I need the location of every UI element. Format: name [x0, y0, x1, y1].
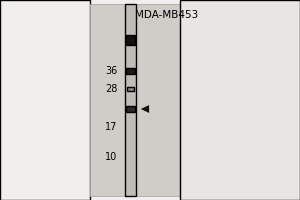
- FancyBboxPatch shape: [126, 68, 135, 74]
- FancyBboxPatch shape: [126, 35, 135, 45]
- FancyBboxPatch shape: [126, 106, 135, 112]
- FancyBboxPatch shape: [0, 0, 90, 200]
- Text: 36: 36: [105, 66, 117, 76]
- Text: MDA-MB453: MDA-MB453: [135, 10, 198, 20]
- Text: 10: 10: [105, 152, 117, 162]
- Polygon shape: [141, 105, 149, 113]
- FancyBboxPatch shape: [180, 0, 300, 200]
- Text: 28: 28: [105, 84, 117, 94]
- Text: 17: 17: [105, 122, 117, 132]
- FancyBboxPatch shape: [127, 87, 134, 91]
- FancyBboxPatch shape: [125, 4, 136, 196]
- FancyBboxPatch shape: [90, 4, 180, 196]
